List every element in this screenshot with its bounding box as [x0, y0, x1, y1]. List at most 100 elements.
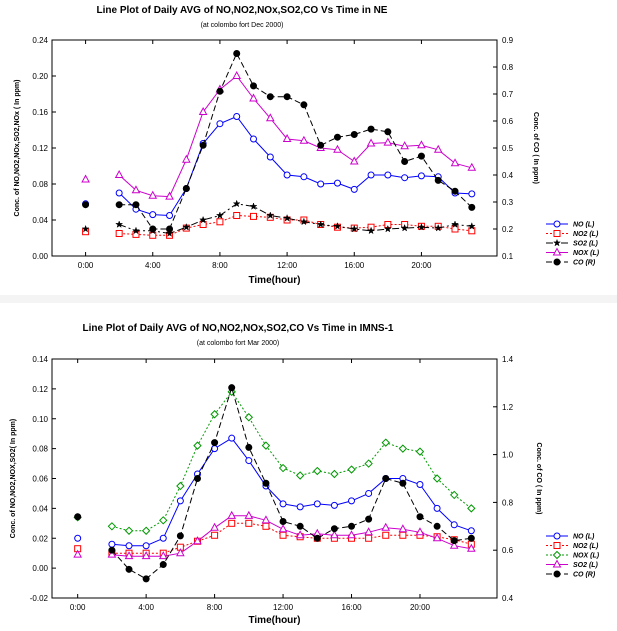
series-line-co-r — [111, 385, 472, 580]
data-point-no-l — [384, 171, 392, 179]
data-point-no-l — [228, 434, 236, 442]
data-point-nox-l — [141, 526, 151, 535]
data-point-no-l — [365, 489, 373, 497]
data-point-no2-l — [262, 522, 270, 530]
data-point-co-r — [300, 101, 308, 109]
data-point-no-l — [125, 542, 133, 550]
y-tick-label-left: 0.08 — [32, 445, 48, 454]
legend-label: CO (R) — [573, 260, 596, 267]
data-point-no-l — [211, 445, 219, 453]
legend-label: NO (L) — [573, 222, 595, 229]
data-point-co-r — [159, 561, 167, 569]
y-axis-label-right: Conc. of CO ( In ppm) — [535, 443, 542, 515]
data-point-no-l — [142, 542, 150, 550]
data-point-co-r — [199, 141, 207, 149]
data-point-so2-l — [165, 229, 174, 237]
legend-marker-so2-l — [552, 238, 562, 247]
data-point-so2-l — [350, 224, 359, 233]
x-tick-label: 20:00 — [410, 603, 431, 612]
legend-marker-so2-l — [552, 559, 562, 568]
data-point-co-r — [262, 479, 270, 487]
data-point-no-l — [149, 211, 157, 219]
data-point-nox-l — [364, 459, 373, 468]
data-point-nox-l — [232, 70, 242, 79]
data-point-nox-l — [114, 169, 124, 178]
data-point-nox-l — [182, 154, 191, 163]
legend-label: NOX (L) — [573, 553, 600, 560]
data-point-so2-l — [210, 522, 219, 531]
data-point-co-r — [182, 185, 190, 192]
legend-marker-nox-l — [552, 550, 562, 560]
data-point-co-r — [228, 384, 236, 392]
y-tick-label-left: 0.06 — [32, 475, 48, 484]
data-point-co-r — [434, 176, 442, 184]
data-point-co-r — [142, 575, 150, 583]
y-tick-label-left: 0.20 — [32, 72, 48, 81]
data-point-so2-l — [432, 533, 442, 542]
data-point-so2-l — [232, 199, 241, 208]
chart-title: Line Plot of Daily AVG of NO,NO2,NOx,SO2… — [97, 5, 388, 16]
data-point-no-l — [313, 500, 321, 508]
data-point-nox-l — [333, 144, 342, 153]
y-tick-label-right: 0.4 — [502, 594, 514, 603]
data-point-so2-l — [107, 549, 117, 558]
data-point-so2-l — [182, 222, 191, 231]
y-tick-label-right: 0.3 — [502, 198, 514, 207]
x-tick-label: 0:00 — [70, 603, 86, 612]
data-point-co-r — [250, 82, 258, 90]
data-point-no-l — [433, 504, 441, 512]
data-point-no-l — [115, 189, 123, 197]
series-co-r — [82, 50, 476, 233]
data-point-nox-l — [81, 174, 90, 183]
data-point-nox-l — [415, 447, 425, 456]
data-point-nox-l — [432, 474, 442, 483]
legend-marker-nox-l — [552, 247, 562, 256]
plot-frame — [51, 358, 498, 599]
data-point-co-r — [176, 532, 184, 540]
data-point-no-l — [401, 174, 409, 182]
series-nox-l — [81, 70, 477, 200]
data-point-no2-l — [233, 212, 241, 219]
data-point-no-l — [266, 153, 274, 161]
y-tick-label-right: 0.5 — [502, 144, 514, 153]
data-point-no-l — [245, 457, 253, 465]
data-point-so2-l — [283, 213, 292, 222]
y-tick-label-left: 0.12 — [32, 385, 48, 394]
data-point-so2-l — [278, 524, 288, 533]
data-point-co-r — [266, 93, 274, 101]
data-point-co-r — [279, 518, 287, 526]
data-point-so2-l — [364, 527, 373, 536]
x-tick-label: 4:00 — [138, 603, 154, 612]
y-tick-label-left: 0.04 — [32, 504, 48, 513]
legend-label: SO2 (L) — [573, 562, 599, 569]
data-point-so2-l — [400, 223, 409, 232]
data-point-so2-l — [299, 217, 308, 226]
data-point-co-r — [333, 133, 341, 141]
data-point-co-r — [82, 201, 90, 209]
data-point-no2-l — [382, 531, 390, 539]
data-point-no-l — [300, 173, 308, 181]
data-point-nox-l — [165, 191, 174, 200]
data-point-so2-l — [398, 524, 408, 533]
data-point-co-r — [382, 475, 390, 482]
data-point-so2-l — [266, 211, 275, 219]
chart-imns1-mar-2000: Line Plot of Daily AVG of NO,NO2,NOx,SO2… — [10, 323, 600, 626]
data-point-co-r — [313, 534, 321, 542]
data-point-co-r — [330, 525, 338, 533]
data-point-no-l — [283, 171, 291, 179]
data-point-co-r — [417, 152, 425, 160]
data-point-nox-l — [349, 156, 359, 165]
data-point-co-r — [166, 225, 174, 233]
data-point-nox-l — [381, 438, 390, 447]
data-point-nox-l — [450, 158, 460, 167]
legend-label: NO2 (L) — [573, 231, 599, 238]
y-tick-label-right: 0.1 — [502, 252, 514, 261]
series-line-no-l — [118, 115, 472, 217]
data-point-nox-l — [159, 516, 168, 525]
y-tick-label-right: 0.6 — [502, 546, 514, 555]
data-point-no-l — [176, 497, 184, 505]
data-point-nox-l — [295, 471, 305, 480]
data-point-so2-l — [261, 515, 271, 524]
data-point-so2-l — [434, 223, 443, 232]
series-line-so2-l — [119, 203, 472, 235]
